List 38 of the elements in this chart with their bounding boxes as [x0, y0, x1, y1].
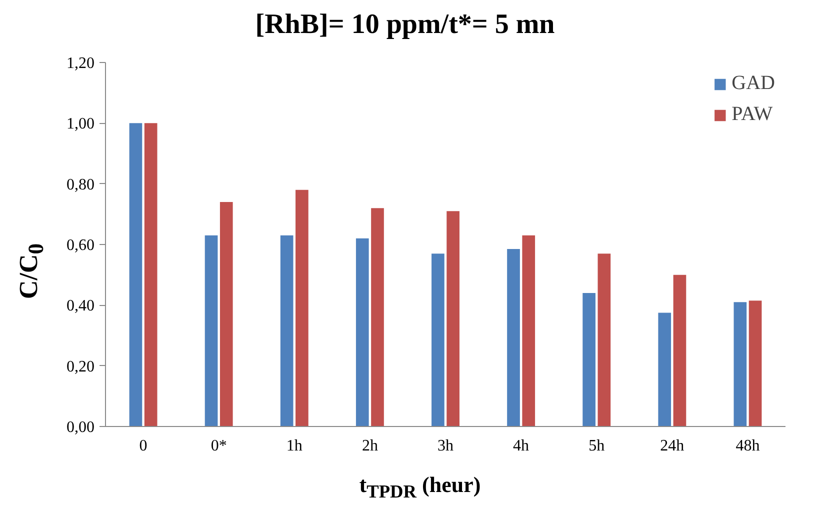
bar [280, 235, 294, 426]
bar [129, 123, 142, 426]
bar [734, 302, 747, 426]
x-tick-label: 4h [513, 438, 530, 454]
y-tick-label: 0,40 [66, 298, 94, 315]
bar [748, 300, 762, 426]
legend-label: GAD [732, 72, 775, 95]
y-tick-label: 1,00 [66, 116, 94, 133]
x-tick-label: 2h [362, 438, 378, 454]
bar [598, 254, 611, 426]
bar [446, 211, 460, 426]
bar [356, 238, 369, 426]
x-tick-label: 3h [438, 438, 454, 454]
x-axis-title: t$_{TPDR}$ (heur) [358, 472, 482, 504]
bar [582, 293, 596, 426]
bar [673, 274, 686, 426]
y-tick-label: 0,20 [66, 358, 94, 376]
x-tick-label: 5h [588, 438, 605, 454]
legend-label: PAW [732, 103, 773, 126]
bar [144, 123, 158, 426]
bar [507, 249, 520, 426]
bar [522, 235, 536, 426]
bar [296, 190, 308, 426]
y-tick-label: 1,20 [66, 55, 94, 72]
bar [432, 254, 444, 426]
bar [658, 312, 672, 426]
bar [371, 208, 384, 426]
y-tick-label: 0,60 [66, 237, 94, 254]
x-tick-label: 1h [286, 438, 302, 454]
y-tick-label: 0,80 [66, 176, 94, 194]
x-tick-label: 48h [736, 438, 760, 454]
bar [220, 202, 233, 426]
x-tick-label: 24h [660, 438, 684, 454]
x-tick-label: 0* [210, 438, 227, 454]
chart-title: [RhB]= 10 ppm/t*= 5 mn [254, 8, 556, 42]
x-tick-label: 0 [139, 438, 148, 454]
y-tick-label: 0,00 [66, 419, 94, 436]
bar [204, 235, 218, 426]
